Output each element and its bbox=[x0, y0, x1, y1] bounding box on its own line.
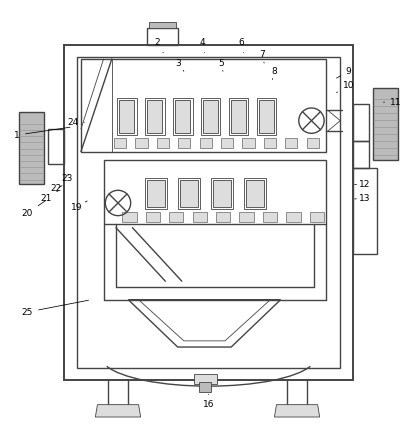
Bar bbox=[286, 213, 301, 222]
Polygon shape bbox=[274, 404, 320, 417]
Bar bbox=[264, 138, 276, 148]
Bar bbox=[221, 138, 233, 148]
Bar bbox=[149, 22, 176, 28]
Bar bbox=[201, 98, 221, 135]
Bar bbox=[178, 138, 190, 148]
Bar bbox=[114, 138, 126, 148]
Text: 25: 25 bbox=[22, 300, 88, 317]
Bar bbox=[306, 138, 319, 148]
Text: 10: 10 bbox=[337, 81, 354, 93]
Bar bbox=[310, 213, 324, 222]
Bar bbox=[157, 138, 169, 148]
Bar bbox=[353, 141, 369, 168]
Bar bbox=[145, 98, 164, 135]
Bar bbox=[213, 180, 231, 207]
Bar bbox=[81, 59, 326, 152]
Bar bbox=[246, 180, 264, 207]
Bar bbox=[48, 129, 64, 164]
Bar bbox=[240, 213, 254, 222]
Bar bbox=[173, 98, 192, 135]
Bar bbox=[194, 374, 217, 384]
Bar bbox=[145, 178, 167, 209]
Text: 1: 1 bbox=[14, 127, 70, 140]
Bar bbox=[244, 178, 266, 209]
Bar bbox=[231, 100, 247, 133]
Bar bbox=[263, 213, 277, 222]
Bar bbox=[122, 213, 137, 222]
Bar bbox=[180, 180, 198, 207]
Bar bbox=[104, 160, 326, 224]
Bar bbox=[77, 57, 340, 368]
Bar bbox=[178, 178, 200, 209]
Bar bbox=[145, 213, 160, 222]
Bar bbox=[199, 138, 212, 148]
Bar bbox=[353, 104, 369, 141]
Bar bbox=[135, 138, 147, 148]
Bar bbox=[147, 28, 178, 44]
Bar bbox=[169, 213, 183, 222]
Text: 8: 8 bbox=[271, 67, 277, 79]
Bar bbox=[175, 100, 190, 133]
Text: 13: 13 bbox=[355, 194, 371, 203]
Bar bbox=[147, 100, 162, 133]
Bar bbox=[242, 138, 255, 148]
Bar bbox=[117, 98, 137, 135]
Bar bbox=[203, 100, 218, 133]
Bar bbox=[192, 213, 207, 222]
Bar bbox=[229, 98, 249, 135]
Bar bbox=[19, 113, 44, 184]
Bar bbox=[211, 178, 233, 209]
Text: 16: 16 bbox=[203, 394, 214, 409]
Text: 9: 9 bbox=[337, 67, 351, 78]
Bar bbox=[119, 100, 135, 133]
Text: 4: 4 bbox=[199, 38, 205, 53]
Text: 22: 22 bbox=[51, 184, 62, 193]
Bar bbox=[147, 180, 165, 207]
Text: 3: 3 bbox=[175, 58, 184, 71]
Text: 6: 6 bbox=[239, 38, 244, 53]
Text: 19: 19 bbox=[71, 201, 87, 212]
Text: 12: 12 bbox=[355, 180, 370, 189]
Bar bbox=[216, 213, 230, 222]
Bar bbox=[285, 138, 297, 148]
Bar bbox=[353, 168, 377, 254]
Bar bbox=[199, 382, 211, 392]
Text: 5: 5 bbox=[218, 58, 224, 71]
Text: 24: 24 bbox=[67, 118, 84, 127]
Bar bbox=[257, 98, 276, 135]
Text: 23: 23 bbox=[61, 174, 72, 183]
Text: 7: 7 bbox=[259, 51, 265, 63]
Text: 20: 20 bbox=[22, 200, 46, 218]
Polygon shape bbox=[95, 404, 141, 417]
Text: 2: 2 bbox=[154, 38, 163, 53]
Text: 21: 21 bbox=[40, 190, 58, 203]
Bar bbox=[259, 100, 274, 133]
Bar bbox=[373, 88, 398, 160]
Bar bbox=[64, 44, 353, 380]
Text: 11: 11 bbox=[384, 97, 401, 107]
